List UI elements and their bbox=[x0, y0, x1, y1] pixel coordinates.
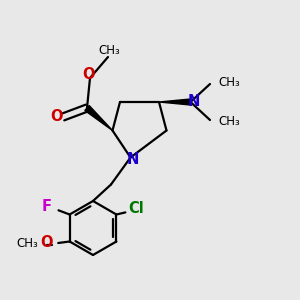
Text: N: N bbox=[187, 94, 200, 109]
Text: CH₃: CH₃ bbox=[218, 115, 240, 128]
Text: O: O bbox=[40, 235, 52, 250]
Polygon shape bbox=[85, 106, 112, 130]
Text: CH₃: CH₃ bbox=[218, 76, 240, 89]
Text: CH₃: CH₃ bbox=[16, 237, 38, 250]
Text: N: N bbox=[127, 152, 139, 166]
Text: Cl: Cl bbox=[128, 201, 144, 216]
Text: O: O bbox=[50, 109, 63, 124]
Text: O: O bbox=[82, 67, 95, 82]
Polygon shape bbox=[159, 99, 190, 105]
Text: F: F bbox=[42, 199, 52, 214]
Text: CH₃: CH₃ bbox=[99, 44, 120, 58]
